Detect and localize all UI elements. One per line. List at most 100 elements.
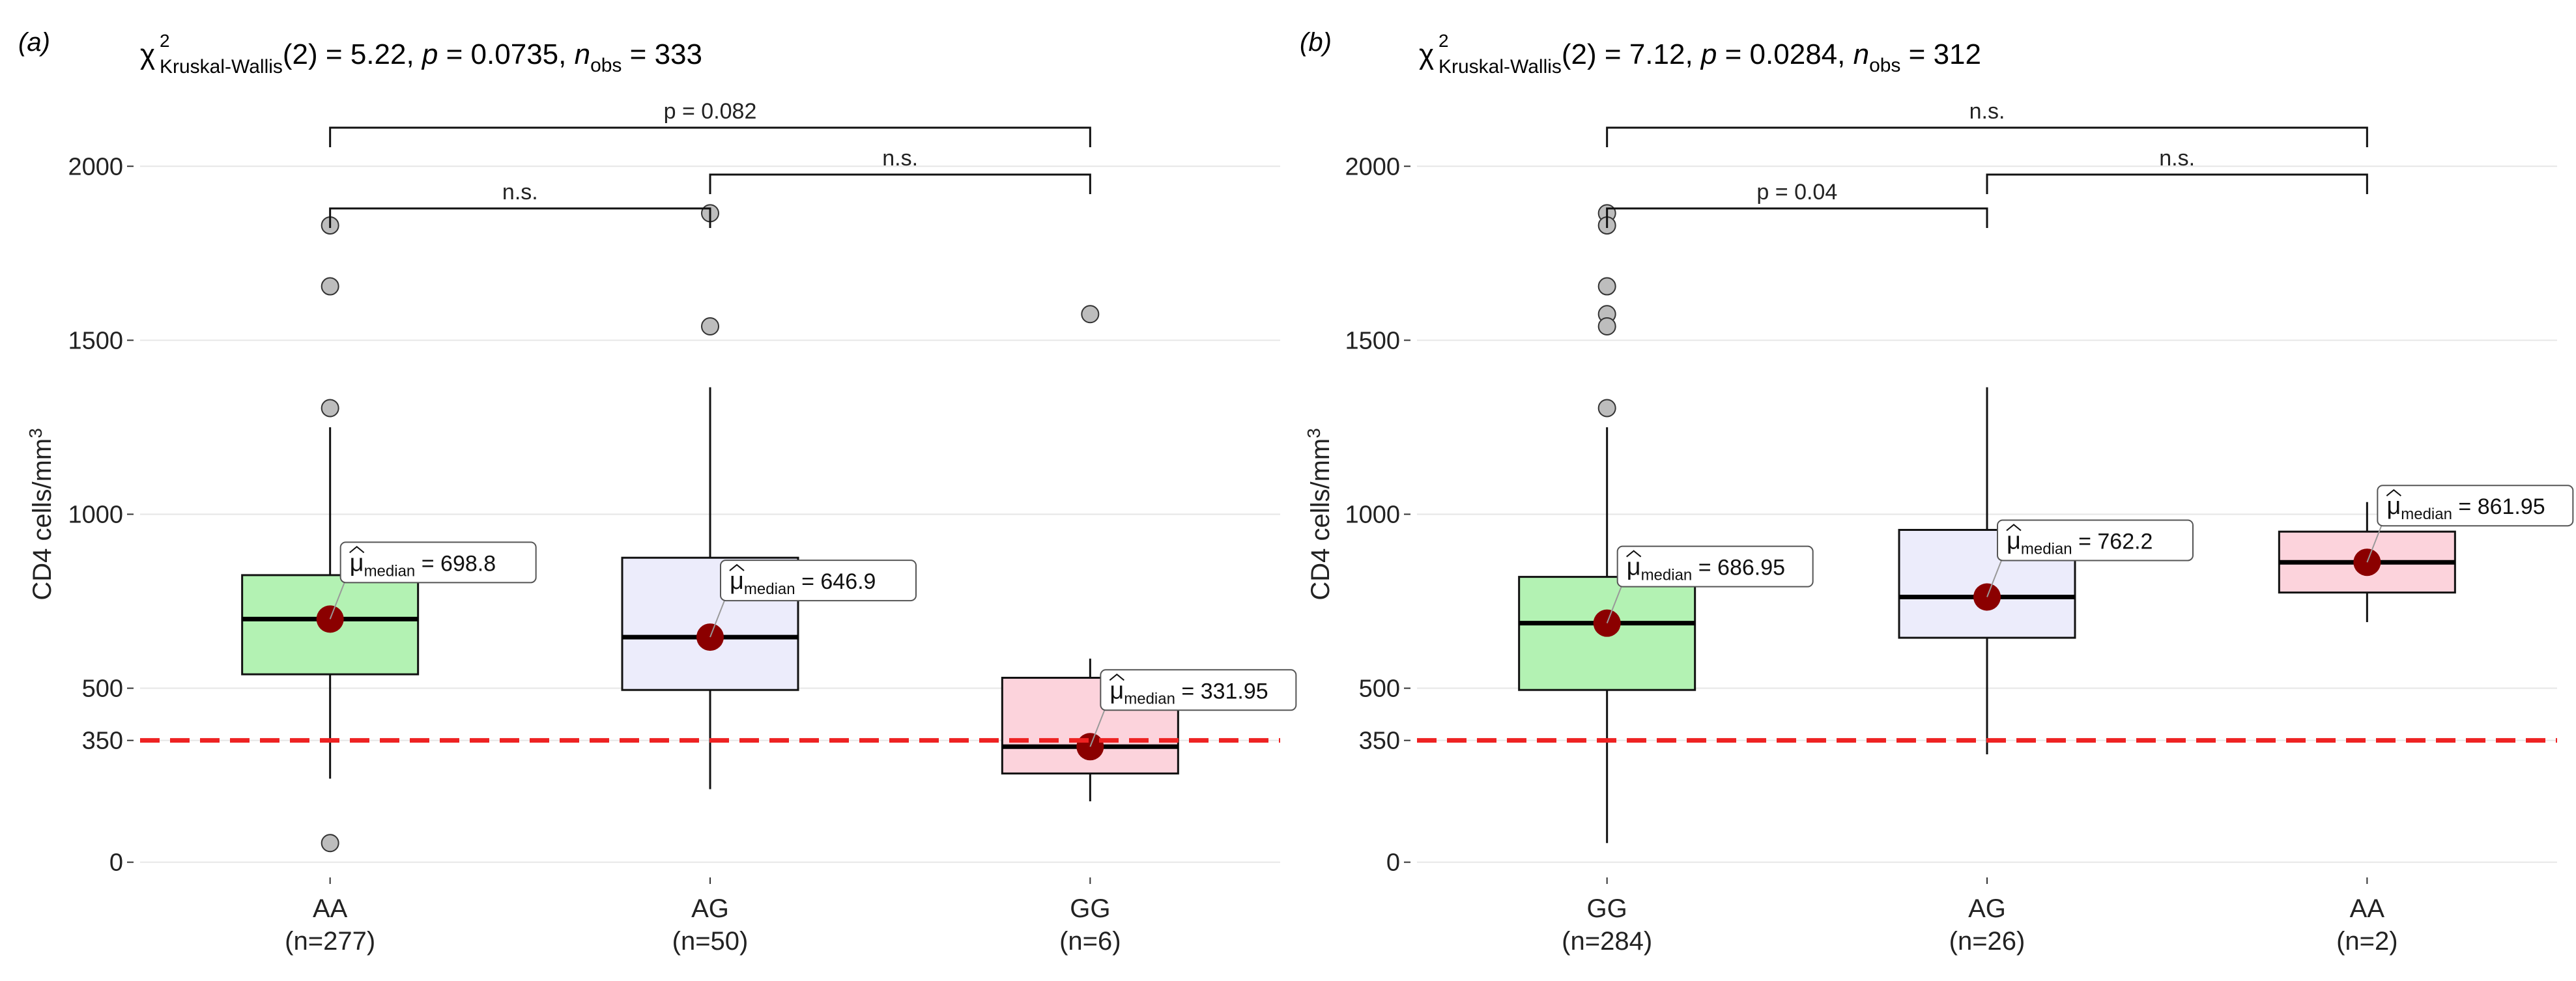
title-test-subscript: Kruskal-Wallis	[160, 56, 283, 78]
box-aa-median-label-box	[339, 541, 537, 584]
box-aa-group: μmedian = 698.8	[241, 216, 537, 853]
x-tick-count-aa: (n=277)	[285, 927, 375, 956]
sig-bracket-gg-ag-label: p = 0.04	[1756, 180, 1837, 205]
box-gg-median-equals: =	[1692, 556, 1717, 580]
box-gg-median-label: μmedian = 331.95	[1109, 677, 1268, 707]
box-ag-label-leader	[1986, 560, 2002, 597]
panel-b: 0 350 500 1000 1500 2000 CD4 cells/mm3 (b) χ 2 Kru…	[1300, 28, 2574, 956]
title-chi: χ	[1419, 38, 1434, 70]
y-axis-label-superscript: 3	[1304, 428, 1324, 438]
box-gg-median-mu: μ	[1109, 677, 1124, 704]
title-chi-superscript: 2	[160, 31, 170, 51]
box-ag-median-value: 762.2	[2097, 529, 2153, 554]
box-ag-median-subscript: median	[744, 580, 795, 598]
y-tick-label-0: 0	[1386, 849, 1400, 877]
y-tick-label-500: 500	[82, 675, 123, 703]
box-aa-median-equals: =	[415, 551, 440, 576]
y-tick-label-2000: 2000	[1345, 153, 1400, 180]
panel-letter: (a)	[18, 28, 50, 57]
y-axis-label-main: CD4 cells/mm	[1306, 438, 1335, 601]
sig-bracket-ag-gg-label: n.s.	[882, 146, 918, 171]
box-ag-median-subscript: median	[2021, 540, 2072, 558]
box-aa-median-value: 861.95	[2478, 494, 2545, 519]
box-aa-median-label: μmedian = 861.95	[2386, 492, 2545, 523]
title-test-subscript: Kruskal-Wallis	[1438, 56, 1562, 78]
box-ag-median-mu: μ	[730, 567, 744, 595]
title-p-symbol: p	[1700, 38, 1717, 70]
y-axis-label-main: CD4 cells/mm	[28, 438, 57, 601]
x-tick-label-aa: AA	[313, 894, 348, 923]
x-tick-label-gg: GG	[1070, 894, 1110, 923]
box-aa-outlier-1	[321, 277, 339, 296]
box-ag-median-label: μmedian = 646.9	[730, 567, 876, 598]
box-ag-group: μmedian = 762.2	[1898, 387, 2194, 755]
title-n-value: = 333	[622, 38, 702, 70]
chart-title: χ 2 Kruskal-Wallis(2) = 7.12, p = 0.0284, …	[1419, 31, 1981, 78]
title-p-value: = 0.0735,	[438, 38, 574, 70]
box-aa-median-subscript: median	[364, 562, 416, 580]
y-tick-label-350: 350	[1359, 728, 1400, 755]
box-gg-group: μmedian = 331.95	[1001, 305, 1297, 802]
box-aa-outlier-3	[321, 834, 339, 853]
box-gg-median-mu: μ	[1627, 554, 1641, 581]
box-ag-group: μmedian = 646.9	[621, 204, 917, 789]
box-ag-median-hat	[729, 563, 745, 571]
box-ag-median-hat	[2006, 524, 2022, 532]
box-gg-median-label: μmedian = 686.95	[1627, 554, 1785, 584]
box-ag-median-label-box	[1997, 519, 2194, 562]
x-tick-label-aa: AA	[2350, 894, 2385, 923]
box-gg-median-value: 331.95	[1201, 679, 1268, 704]
box-gg-median-label-box	[1616, 545, 1814, 588]
box-gg-label-leader	[1089, 709, 1106, 747]
box-gg-median-equals: =	[1175, 679, 1201, 704]
box-gg-outlier-4	[1597, 317, 1616, 335]
y-tick-label-1000: 1000	[68, 501, 123, 528]
box-aa-median-equals: =	[2452, 494, 2478, 519]
box-ag-median-equals: =	[2072, 529, 2098, 554]
box-aa-median-label-box	[2377, 485, 2574, 527]
chart-title: χ 2 Kruskal-Wallis(2) = 5.22, p = 0.0735, …	[140, 31, 702, 78]
box-aa-median-mu: μ	[350, 549, 364, 576]
box-aa-outlier-2	[321, 399, 339, 418]
y-tick-label-1500: 1500	[1345, 327, 1400, 354]
y-axis-label: CD4 cells/mm3	[25, 428, 57, 600]
title-n-symbol: n	[1853, 38, 1869, 70]
sig-bracket-aa-ag-label: n.s.	[502, 180, 538, 205]
sig-bracket-gg-aa	[1606, 126, 2368, 147]
box-gg-median-hat	[1626, 550, 1642, 558]
x-tick-count-gg: (n=284)	[1562, 927, 1652, 956]
box-gg-median-value: 686.95	[1717, 556, 1785, 580]
box-gg-median-label-box	[1100, 669, 1297, 711]
sig-bracket-aa-ag	[329, 207, 711, 228]
title-n-subscript: obs	[590, 55, 622, 76]
box-aa-median-subscript: median	[2401, 505, 2452, 523]
y-axis-label: CD4 cells/mm3	[1304, 428, 1335, 600]
x-tick-count-ag: (n=50)	[672, 927, 749, 956]
box-ag-median-value: 646.9	[820, 569, 876, 594]
box-aa-median-value: 698.8	[440, 551, 496, 576]
panel-a: 0 350 500 1000 1500 2000 CD4 cells/mm3 (a) χ 2 Kru…	[18, 28, 1297, 956]
box-aa-label-leader	[2366, 525, 2383, 563]
box-ag-median-equals: =	[795, 569, 821, 594]
panel-letter: (b)	[1300, 28, 1332, 57]
box-gg-median-subscript: median	[1641, 567, 1693, 584]
x-tick-label-ag: AG	[691, 894, 729, 923]
x-tick-count-gg: (n=6)	[1059, 927, 1121, 956]
box-ag-outlier-1	[701, 317, 719, 335]
title-statistic: (2) = 5.22,	[283, 38, 422, 70]
y-tick-label-0: 0	[109, 849, 123, 877]
box-gg-group: μmedian = 686.95	[1518, 204, 1814, 844]
x-tick-label-gg: GG	[1587, 894, 1627, 923]
y-tick-label-1000: 1000	[1345, 501, 1400, 528]
box-gg-outlier-5	[1597, 399, 1616, 418]
title-chi-superscript: 2	[1438, 31, 1449, 51]
sig-bracket-ag-gg	[709, 173, 1091, 194]
y-axis-label-superscript: 3	[25, 428, 46, 438]
x-tick-count-ag: (n=26)	[1949, 927, 2025, 956]
title-n-subscript: obs	[1869, 55, 1900, 76]
box-aa-median-mu: μ	[2386, 492, 2401, 520]
sig-bracket-ag-aa	[1986, 173, 2368, 194]
title-statistic: (2) = 7.12,	[1562, 38, 1701, 70]
sig-bracket-gg-ag	[1606, 207, 1988, 228]
